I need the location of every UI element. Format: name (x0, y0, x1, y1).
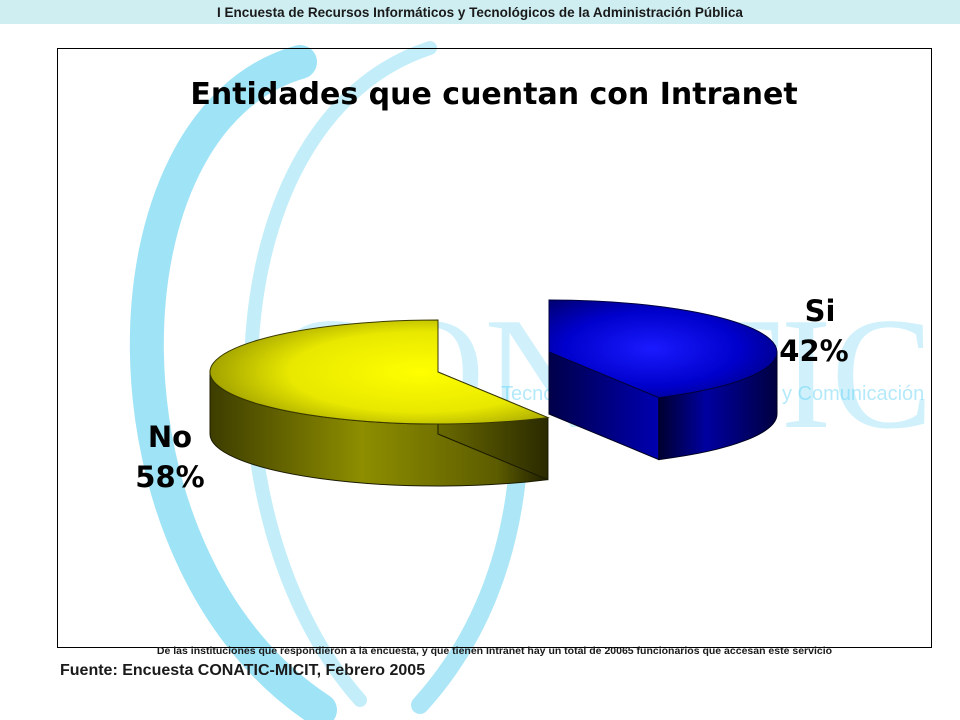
pie-slices (209, 299, 778, 487)
slice-label-si-value: 42% (779, 334, 848, 368)
slice-label-no-value: 58% (135, 460, 204, 494)
slice-si (548, 299, 778, 399)
survey-title-banner: I Encuesta de Recursos Informáticos y Te… (0, 0, 960, 24)
slice-no (209, 319, 550, 425)
source-citation: Fuente: Encuesta CONATIC-MICIT, Febrero … (60, 662, 426, 679)
watermark-tagline-end: y Comunicación (782, 383, 924, 405)
watermark-tagline-start: Tecno (501, 383, 554, 405)
slice-label-si-name: Si (805, 294, 836, 328)
slice-label-no-name: No (148, 420, 192, 454)
chart-footnote: De las instituciones que respondieron a … (156, 645, 833, 657)
pie-chart: CONATIC Tecno y Comunicación Entidades q… (135, 77, 931, 494)
banner-title: I Encuesta de Recursos Informáticos y Te… (217, 4, 743, 20)
chart-frame: CONATIC Tecno y Comunicación Entidades q… (57, 48, 932, 657)
chart-title: Entidades que cuentan con Intranet (190, 77, 797, 112)
